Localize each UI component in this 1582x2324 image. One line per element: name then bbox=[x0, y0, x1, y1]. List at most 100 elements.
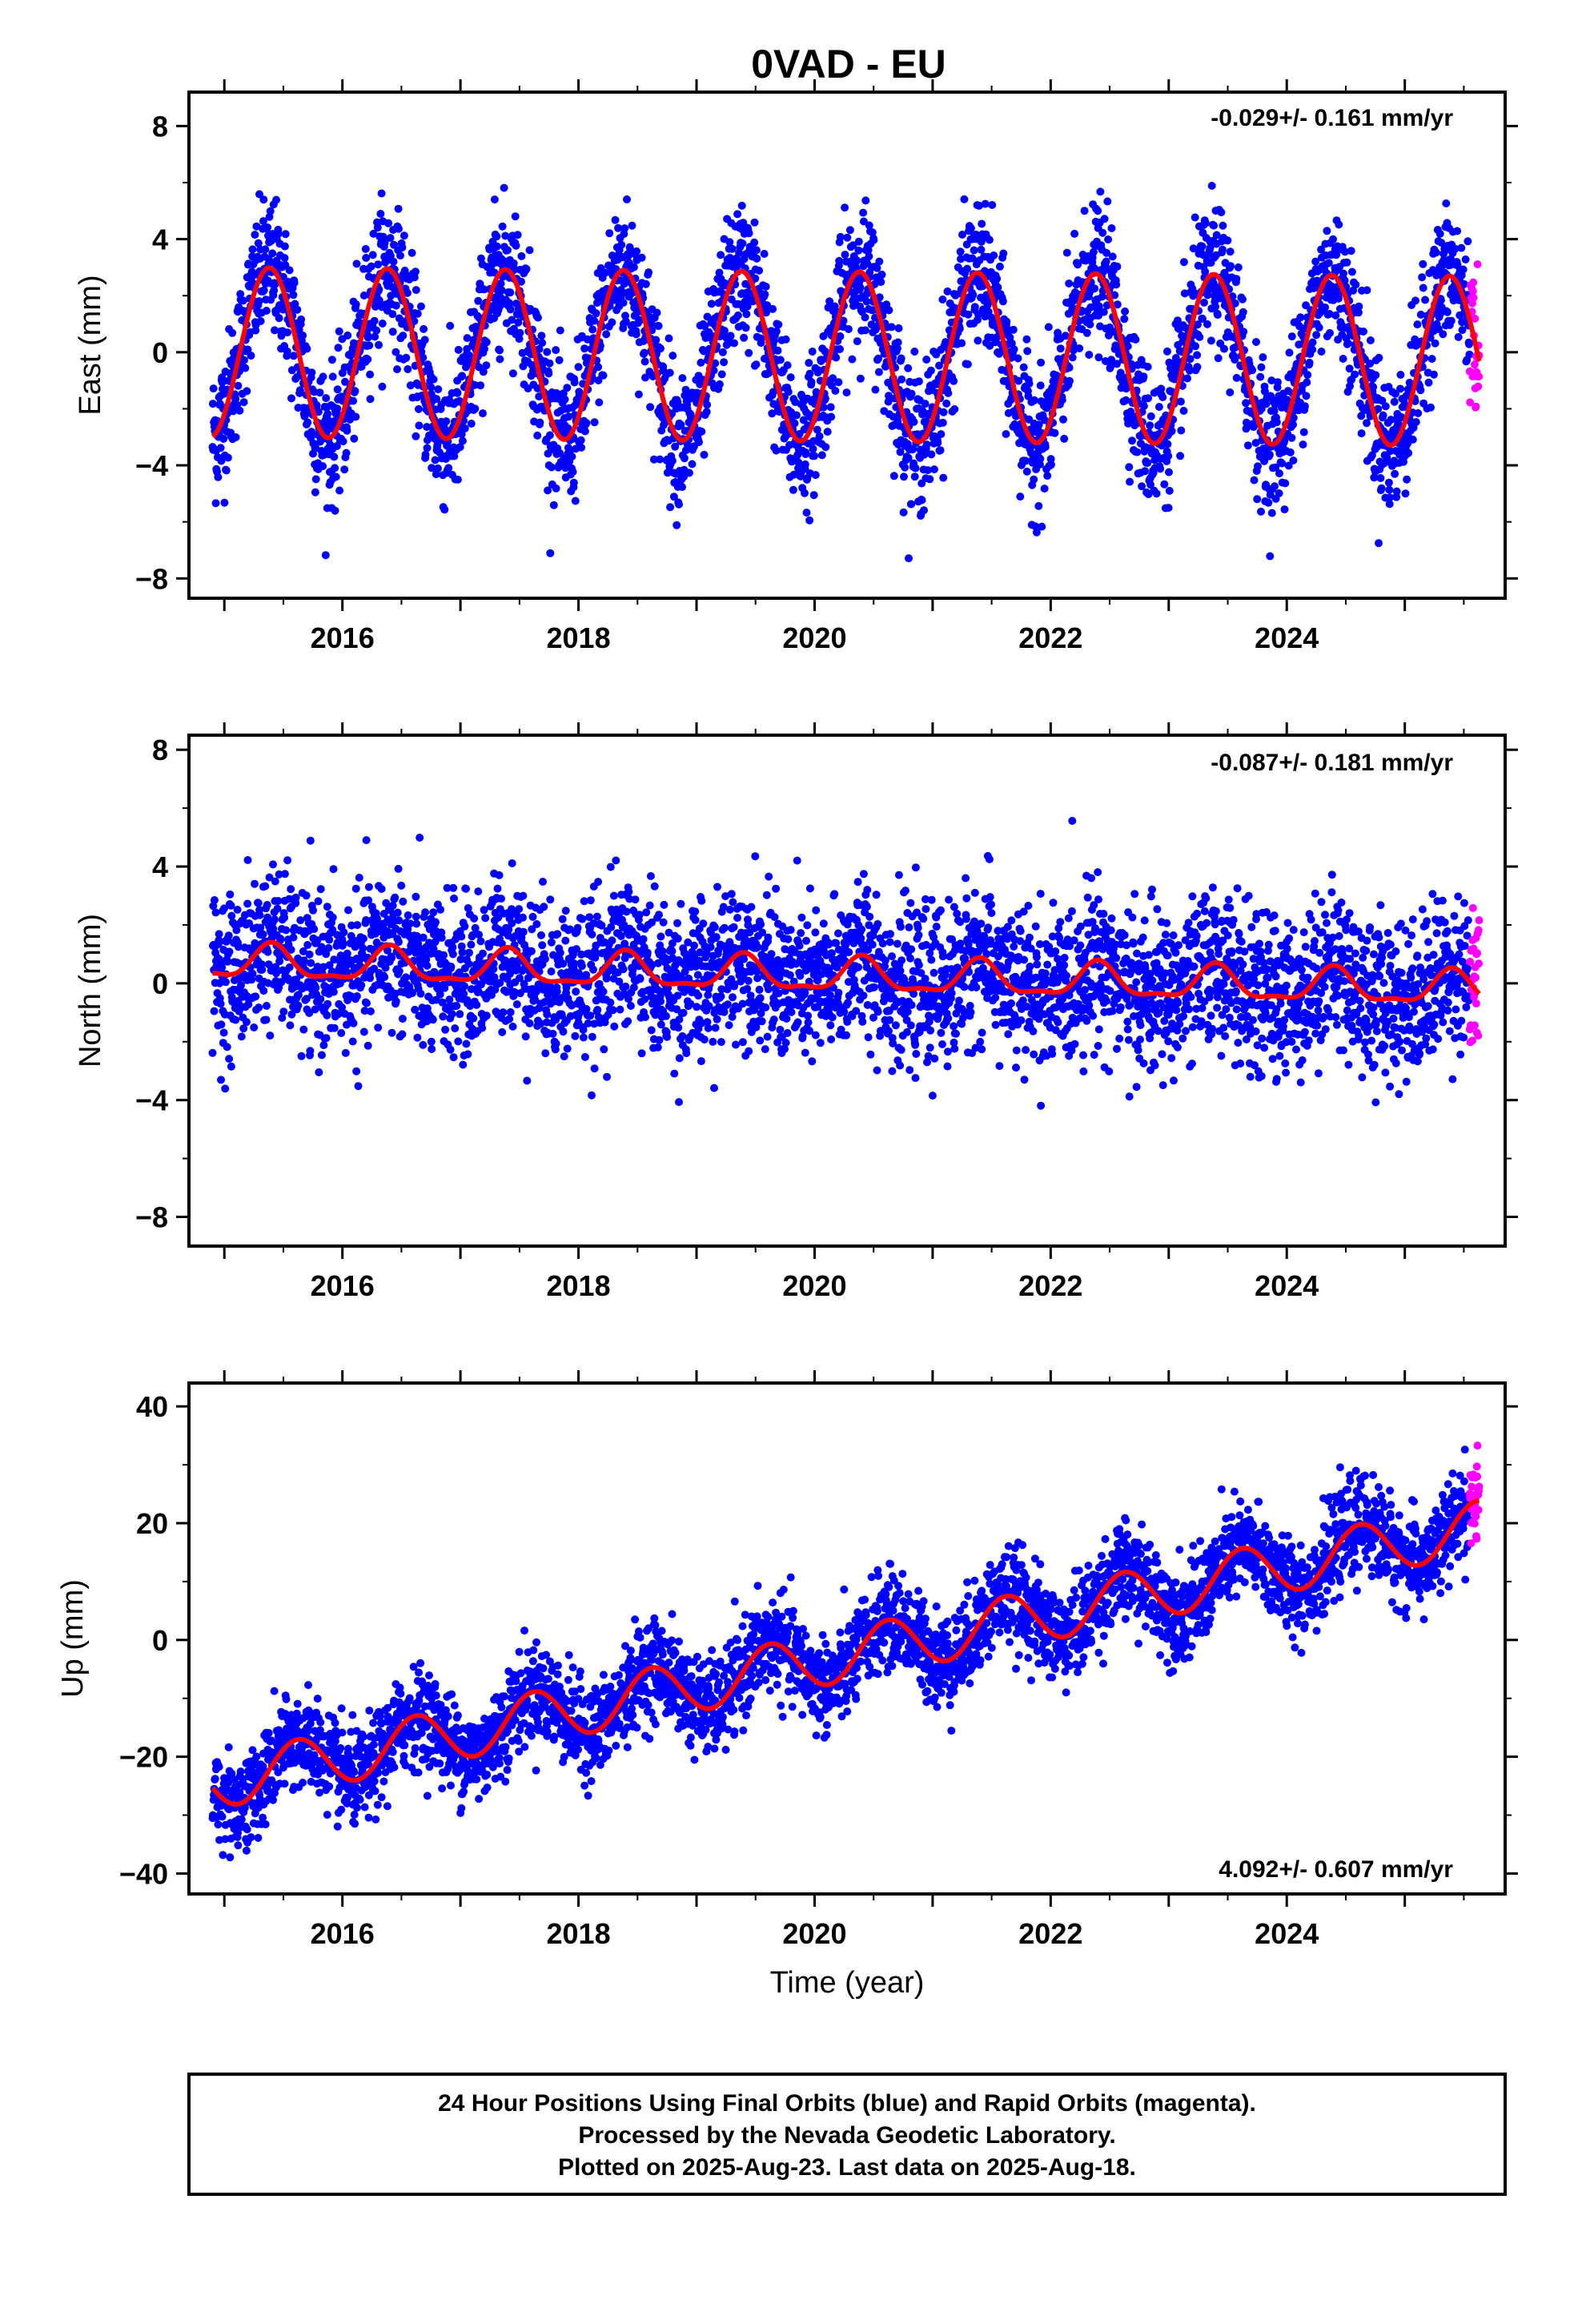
final-orbit-point bbox=[842, 388, 851, 397]
final-orbit-point bbox=[786, 373, 795, 382]
final-orbit-point bbox=[240, 356, 248, 364]
final-orbit-point bbox=[665, 334, 673, 343]
final-orbit-point bbox=[366, 370, 375, 379]
final-orbit-point bbox=[1381, 402, 1390, 411]
final-orbit-point bbox=[805, 359, 813, 368]
final-orbit-point bbox=[341, 1048, 350, 1057]
final-orbit-point bbox=[944, 388, 953, 397]
final-orbit-point bbox=[517, 277, 525, 286]
final-orbit-point bbox=[543, 348, 552, 356]
final-orbit-point bbox=[439, 1012, 448, 1021]
east-points bbox=[208, 182, 1474, 563]
final-orbit-point bbox=[239, 398, 248, 407]
final-orbit-point bbox=[720, 327, 729, 335]
final-orbit-point bbox=[1287, 332, 1296, 341]
final-orbit-point bbox=[1266, 552, 1275, 561]
final-orbit-point bbox=[904, 364, 913, 372]
final-orbit-point bbox=[1163, 440, 1172, 448]
final-orbit-point bbox=[865, 252, 873, 261]
final-orbit-point bbox=[333, 385, 342, 394]
final-orbit-point bbox=[717, 251, 725, 259]
final-orbit-point bbox=[802, 509, 811, 517]
final-orbit-point bbox=[221, 1084, 230, 1093]
final-orbit-point bbox=[404, 365, 412, 373]
final-orbit-point bbox=[1377, 484, 1386, 493]
final-orbit-point bbox=[1259, 353, 1267, 362]
final-orbit-point bbox=[312, 401, 321, 409]
final-orbit-point bbox=[417, 348, 426, 356]
final-orbit-point bbox=[1347, 247, 1355, 255]
final-orbit-point bbox=[1139, 372, 1148, 381]
final-orbit-point bbox=[404, 911, 412, 919]
final-orbit-point bbox=[1220, 344, 1228, 353]
final-orbit-point bbox=[841, 251, 849, 259]
final-orbit-point bbox=[1326, 328, 1334, 337]
final-orbit-point bbox=[1339, 269, 1347, 278]
final-orbit-point bbox=[640, 357, 649, 366]
final-orbit-point bbox=[977, 245, 986, 254]
final-orbit-point bbox=[1040, 485, 1049, 493]
final-orbit-point bbox=[421, 450, 430, 459]
final-orbit-point bbox=[1464, 237, 1472, 246]
final-orbit-point bbox=[450, 894, 458, 903]
final-orbit-point bbox=[368, 251, 377, 259]
final-orbit-point bbox=[217, 1076, 225, 1084]
final-orbit-point bbox=[469, 1014, 478, 1023]
final-orbit-point bbox=[263, 947, 272, 956]
final-orbit-point bbox=[1022, 335, 1031, 344]
final-orbit-point bbox=[208, 400, 217, 408]
final-orbit-point bbox=[460, 922, 469, 931]
final-orbit-point bbox=[1065, 279, 1074, 287]
final-orbit-point bbox=[314, 408, 323, 416]
final-orbit-point bbox=[805, 516, 814, 525]
final-orbit-point bbox=[478, 1023, 487, 1032]
final-orbit-point bbox=[227, 1062, 235, 1071]
final-orbit-point bbox=[668, 456, 677, 465]
final-orbit-point bbox=[222, 978, 230, 987]
final-orbit-point bbox=[784, 388, 793, 396]
final-orbit-point bbox=[480, 344, 488, 353]
final-orbit-point bbox=[219, 1028, 228, 1037]
final-orbit-point bbox=[216, 999, 225, 1008]
final-orbit-point bbox=[688, 460, 697, 468]
final-orbit-point bbox=[853, 256, 861, 265]
final-orbit-point bbox=[1257, 507, 1265, 516]
final-orbit-point bbox=[1191, 342, 1200, 351]
final-orbit-point bbox=[726, 332, 735, 340]
final-orbit-point bbox=[685, 468, 693, 477]
final-orbit-point bbox=[1343, 258, 1351, 267]
final-orbit-point bbox=[505, 1015, 514, 1023]
final-orbit-point bbox=[861, 326, 869, 335]
final-orbit-point bbox=[605, 229, 614, 238]
final-orbit-point bbox=[263, 901, 271, 909]
final-orbit-point bbox=[1303, 371, 1312, 380]
final-orbit-point bbox=[515, 335, 524, 344]
final-orbit-point bbox=[1265, 450, 1274, 459]
final-orbit-point bbox=[366, 1007, 375, 1015]
final-orbit-point bbox=[421, 908, 430, 917]
x-tick-label: 2024 bbox=[1255, 621, 1319, 654]
final-orbit-point bbox=[222, 466, 231, 475]
final-orbit-point bbox=[458, 436, 467, 445]
final-orbit-point bbox=[420, 336, 429, 344]
final-orbit-point bbox=[760, 250, 769, 258]
final-orbit-point bbox=[374, 1023, 383, 1032]
final-orbit-point bbox=[1143, 459, 1152, 467]
final-orbit-point bbox=[317, 1051, 326, 1059]
final-orbit-point bbox=[637, 253, 646, 262]
final-orbit-point bbox=[369, 229, 378, 238]
final-orbit-point bbox=[963, 264, 972, 273]
rapid-orbit-point bbox=[1472, 402, 1480, 411]
final-orbit-point bbox=[388, 310, 397, 319]
final-orbit-point bbox=[570, 378, 579, 387]
final-orbit-point bbox=[950, 376, 958, 385]
final-orbit-point bbox=[826, 403, 835, 412]
final-orbit-point bbox=[910, 348, 919, 356]
final-orbit-point bbox=[262, 1015, 271, 1024]
final-orbit-point bbox=[519, 927, 528, 936]
final-orbit-point bbox=[352, 992, 361, 1000]
final-orbit-point bbox=[448, 950, 457, 959]
final-orbit-point bbox=[742, 310, 751, 319]
final-orbit-point bbox=[218, 963, 227, 972]
final-orbit-point bbox=[323, 1011, 331, 1019]
